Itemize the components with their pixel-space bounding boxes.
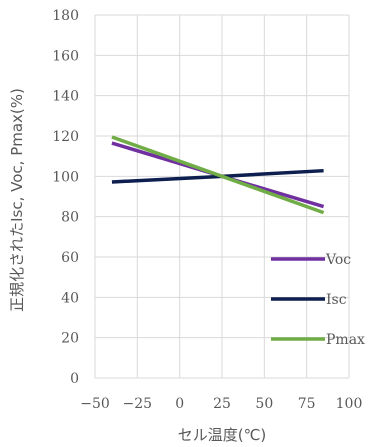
y-tick-label: 180 bbox=[52, 8, 79, 24]
x-tick-label: 75 bbox=[298, 396, 316, 412]
y-axis-title: 正規化されたIsc, Voc, Pmax(%) bbox=[8, 88, 26, 312]
y-tick-label: 60 bbox=[61, 250, 79, 266]
y-tick-label: 160 bbox=[52, 48, 79, 64]
legend-label-pmax: Pmax bbox=[326, 332, 365, 348]
y-tick-label: 20 bbox=[61, 331, 79, 347]
series-lines bbox=[111, 135, 325, 215]
series-line-pmax bbox=[111, 135, 325, 215]
y-tick-label: 0 bbox=[70, 371, 79, 387]
x-tick-label: −25 bbox=[123, 396, 153, 412]
y-tick-labels: 0 20 40 60 80 100 120 140 160 180 bbox=[52, 8, 79, 387]
y-tick-label: 40 bbox=[61, 290, 79, 306]
x-tick-labels: −50 −25 0 25 50 75 100 bbox=[80, 396, 362, 412]
x-tick-label: 0 bbox=[175, 396, 184, 412]
x-axis-title: セル温度(℃) bbox=[178, 426, 267, 444]
y-tick-label: 120 bbox=[52, 129, 79, 145]
y-tick-label: 80 bbox=[61, 210, 79, 226]
legend-label-voc: Voc bbox=[325, 252, 351, 268]
y-tick-label: 140 bbox=[52, 89, 79, 105]
x-tick-label: 25 bbox=[213, 396, 231, 412]
y-tick-label: 100 bbox=[52, 169, 79, 185]
gridlines bbox=[94, 14, 350, 379]
x-tick-label: −50 bbox=[80, 396, 110, 412]
legend-label-isc: Isc bbox=[326, 292, 347, 308]
x-tick-label: 100 bbox=[336, 396, 363, 412]
legend: Voc Isc Pmax bbox=[271, 252, 365, 348]
x-tick-label: 50 bbox=[255, 396, 273, 412]
